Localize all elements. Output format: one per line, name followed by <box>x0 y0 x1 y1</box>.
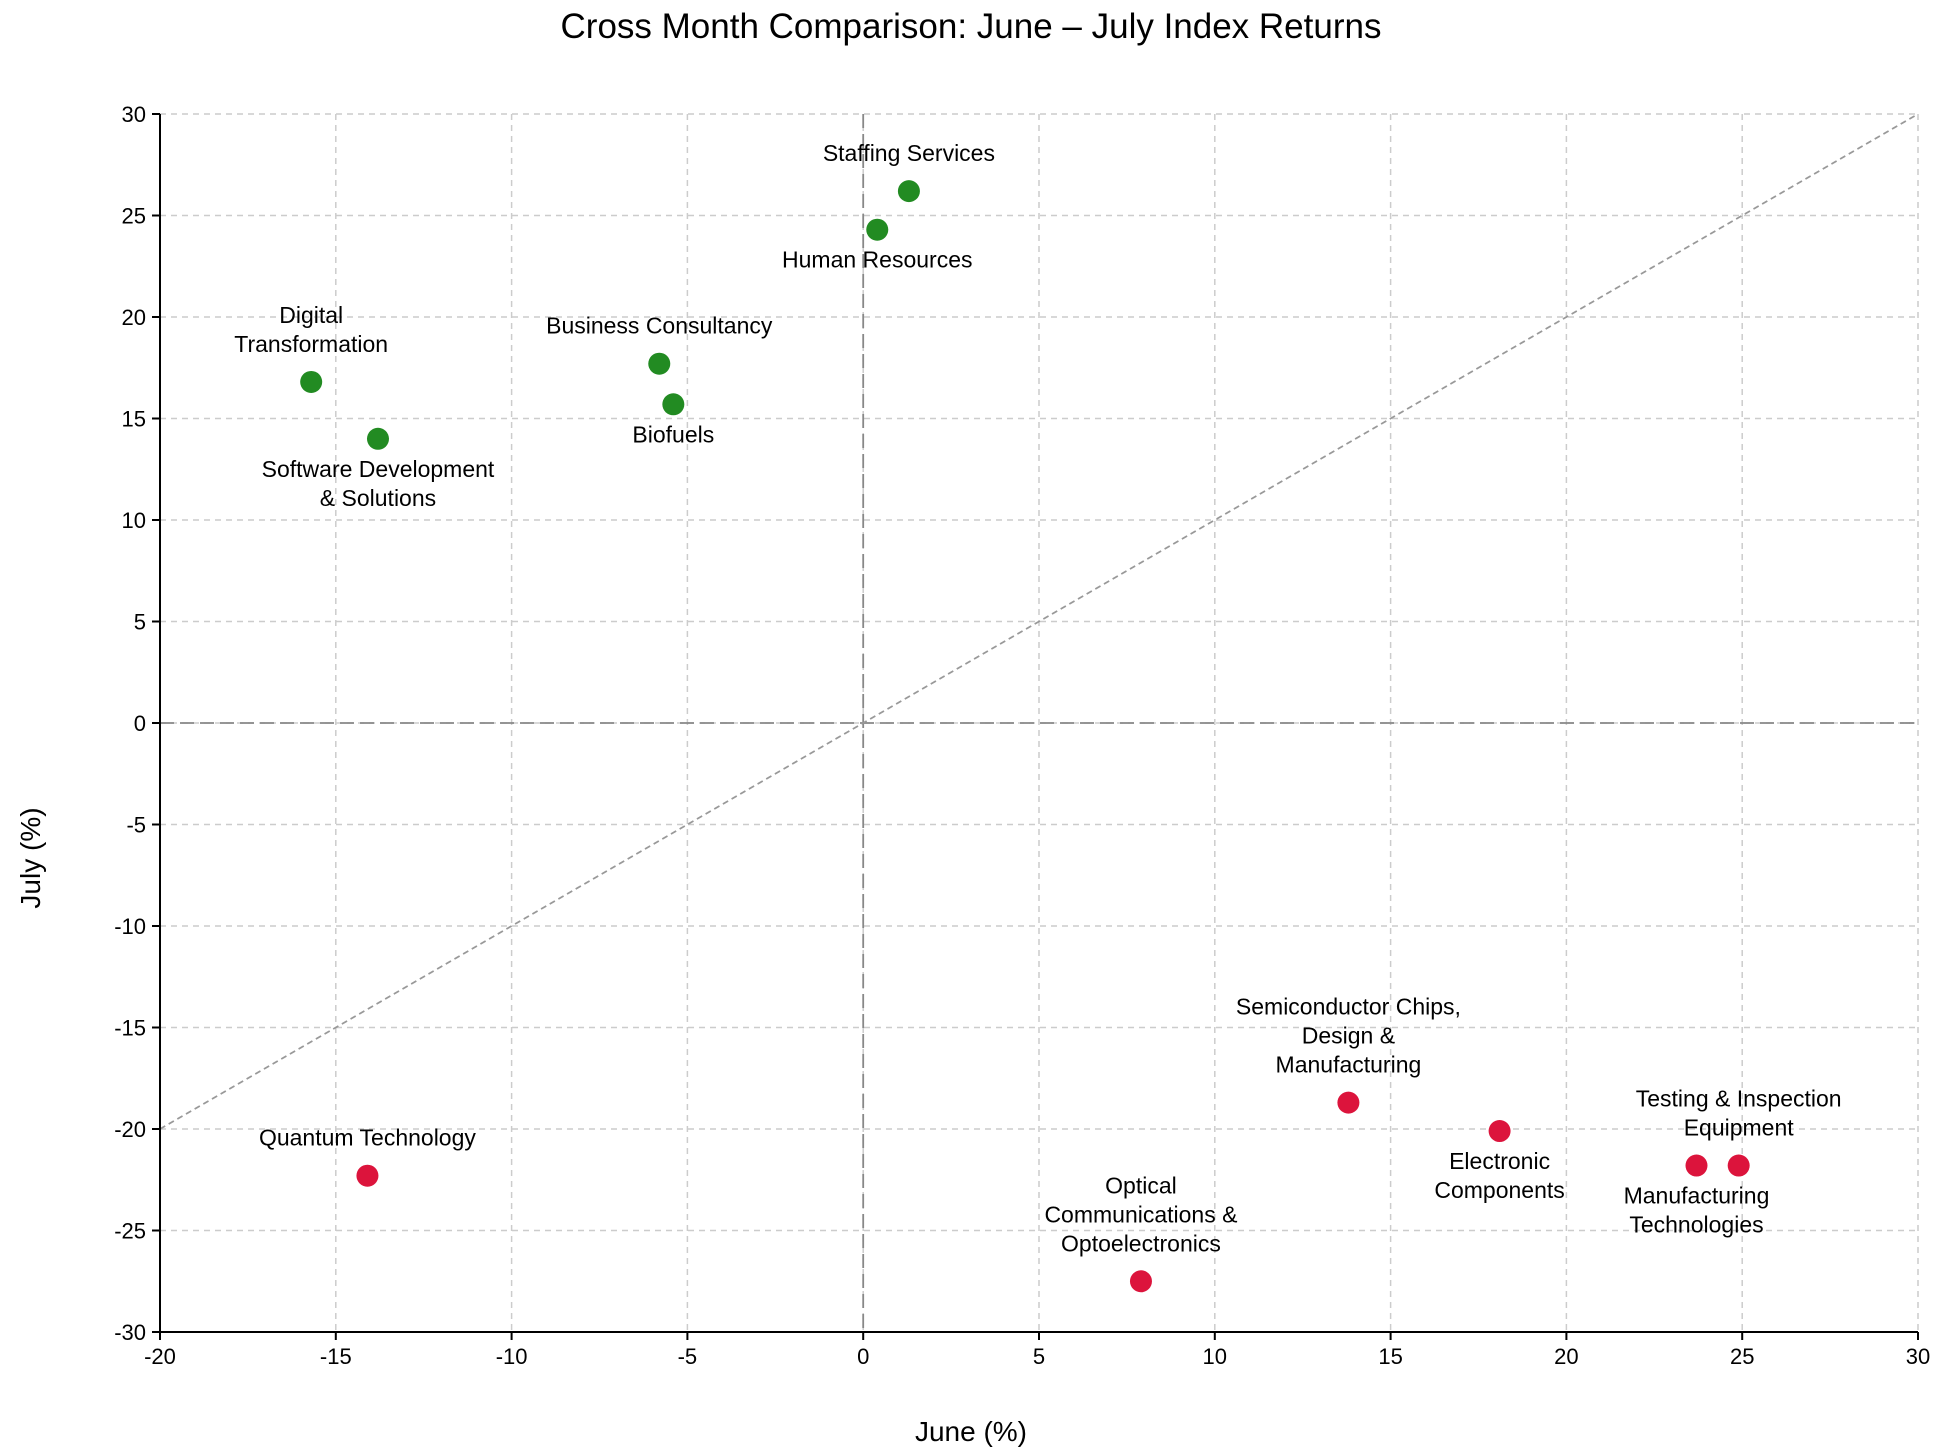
data-point <box>1727 1154 1750 1177</box>
y-tick-label: -30 <box>114 1320 146 1345</box>
data-point <box>1337 1091 1360 1114</box>
data-point <box>662 393 685 416</box>
y-tick-label: -10 <box>114 914 146 939</box>
point-label: Manufacturing Technologies <box>1624 1183 1770 1238</box>
x-tick-label: -5 <box>678 1344 698 1369</box>
point-label-line: Digital <box>279 302 343 328</box>
point-label: Semiconductor Chips, Design & Manufacturin… <box>1236 994 1461 1078</box>
point-label-line: Human Resources <box>782 247 972 273</box>
data-point <box>897 180 920 203</box>
x-tick-label: 15 <box>1378 1344 1402 1369</box>
x-tick-label: 20 <box>1554 1344 1578 1369</box>
diagonal-reference-line <box>159 113 1919 1130</box>
data-point <box>356 1164 379 1187</box>
point-label: Staffing Services <box>823 140 995 166</box>
y-tick-label: -20 <box>114 1117 146 1142</box>
y-tick-label: 15 <box>122 407 146 432</box>
data-point <box>300 370 323 393</box>
x-tick-label: 25 <box>1730 1344 1754 1369</box>
x-tick-label: 10 <box>1203 1344 1227 1369</box>
x-tick-label: -10 <box>496 1344 528 1369</box>
chart-title: Cross Month Comparison: June – July Inde… <box>561 7 1382 46</box>
y-axis-label: July (%) <box>15 807 46 908</box>
point-label-line: Business Consultancy <box>546 313 773 339</box>
data-point <box>1685 1154 1708 1177</box>
y-tick-label: -25 <box>114 1219 146 1244</box>
reference-lines <box>159 113 1919 1332</box>
point-label-line: Semiconductor Chips, <box>1236 994 1461 1020</box>
point-label-line: Quantum Technology <box>259 1125 476 1151</box>
point-label-line: Manufacturing <box>1624 1183 1770 1209</box>
y-tick-label: 30 <box>122 102 146 127</box>
x-tick-label: -20 <box>144 1344 176 1369</box>
y-tick-label: 10 <box>122 508 146 533</box>
point-label-line: Staffing Services <box>823 140 995 166</box>
point-label: Biofuels <box>632 421 714 447</box>
point-label-line: Technologies <box>1629 1212 1763 1238</box>
point-label-line: Components <box>1434 1177 1564 1203</box>
x-tick-label: 30 <box>1906 1344 1930 1369</box>
data-point <box>1488 1120 1511 1143</box>
data-point <box>1129 1270 1152 1293</box>
point-label: Testing & Inspection Equipment <box>1636 1086 1842 1141</box>
point-label: Digital Transformation <box>234 302 388 357</box>
data-point <box>866 218 889 241</box>
y-tick-label: 5 <box>134 610 146 635</box>
point-label-line: Software Development <box>262 456 495 482</box>
x-axis-label: June (%) <box>915 1416 1027 1447</box>
y-tick-label: -15 <box>114 1016 146 1041</box>
y-tick-label: -5 <box>126 813 146 838</box>
point-label-line: Communications & <box>1044 1201 1237 1227</box>
point-label-line: Biofuels <box>632 421 714 447</box>
data-point <box>366 427 389 450</box>
data-point <box>648 352 671 375</box>
point-label-line: Design & <box>1302 1023 1395 1049</box>
point-label: Electronic Components <box>1434 1148 1564 1203</box>
point-labels: Staffing Services Human Resources Digital T… <box>234 140 1841 1256</box>
point-label-line: Optoelectronics <box>1061 1230 1221 1256</box>
x-tick-label: 0 <box>857 1344 869 1369</box>
point-label-line: Electronic <box>1449 1148 1550 1174</box>
axes: -20 -15 -10 -5 0 5 10 15 20 25 30 -30 -25 -20 -15 -10 -5… <box>114 102 1930 1369</box>
point-label-line: & Solutions <box>320 485 436 511</box>
point-label: Business Consultancy <box>546 313 773 339</box>
point-label-line: Testing & Inspection <box>1636 1086 1842 1112</box>
y-tick-label: 25 <box>122 204 146 229</box>
point-label-line: Manufacturing <box>1276 1052 1422 1078</box>
y-tick-label: 0 <box>134 711 146 736</box>
point-label-line: Transformation <box>234 331 388 357</box>
x-tick-label: -15 <box>320 1344 352 1369</box>
point-label: Software Development & Solutions <box>262 456 495 511</box>
data-points <box>300 180 1750 1293</box>
x-tick-label: 5 <box>1033 1344 1045 1369</box>
point-label-line: Optical <box>1105 1172 1177 1198</box>
point-label: Quantum Technology <box>259 1125 476 1151</box>
point-label: Human Resources <box>782 247 972 273</box>
point-label-line: Equipment <box>1684 1115 1795 1141</box>
y-tick-label: 20 <box>122 305 146 330</box>
point-label: Optical Communications & Optoelectronics <box>1044 1172 1237 1256</box>
